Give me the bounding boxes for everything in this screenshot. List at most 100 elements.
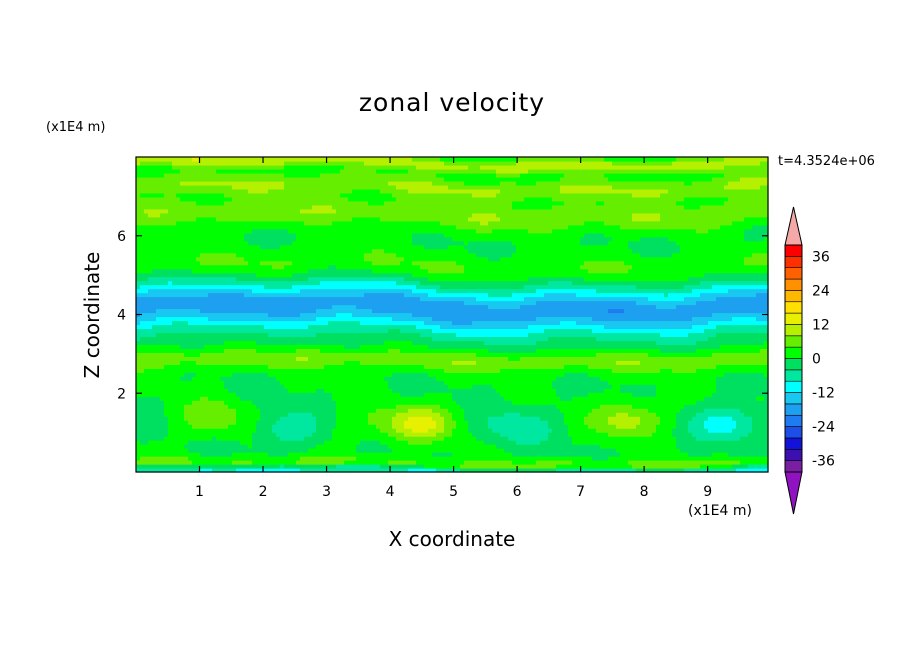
field-cell [168, 244, 173, 250]
field-cell [344, 236, 349, 242]
field-cell [312, 328, 317, 334]
field-cell [280, 464, 285, 469]
field-cell [244, 312, 249, 318]
field-cell [352, 432, 357, 437]
field-cell [288, 252, 293, 258]
field-cell [256, 364, 261, 369]
field-cell [164, 328, 169, 334]
field-cell [292, 240, 297, 246]
field-cell [316, 296, 321, 302]
field-cell [300, 180, 305, 186]
field-cell [180, 284, 185, 290]
field-cell [224, 352, 229, 357]
field-cell [268, 464, 273, 469]
field-cell [188, 420, 193, 425]
field-cell [220, 240, 225, 246]
field-cell [144, 180, 149, 186]
field-cell [328, 188, 333, 194]
field-cell [312, 168, 317, 174]
field-cell [260, 328, 265, 334]
field-cell [296, 464, 301, 469]
field-cell [356, 220, 361, 226]
field-cell [332, 232, 337, 238]
field-cell [184, 364, 189, 369]
field-cell [260, 192, 265, 198]
field-cell [164, 188, 169, 194]
field-cell [320, 340, 325, 346]
field-cell [176, 372, 181, 377]
field-cell [148, 308, 153, 314]
field-cell [272, 244, 277, 250]
field-cell [332, 372, 337, 377]
field-cell [236, 464, 241, 469]
field-cell [344, 296, 349, 302]
field-cell [200, 196, 205, 202]
field-cell [144, 340, 149, 346]
field-cell [200, 436, 205, 441]
field-cell [156, 460, 161, 465]
field-cell [148, 168, 153, 174]
field-cell [212, 372, 217, 377]
field-cell [328, 400, 333, 405]
field-cell [220, 392, 225, 397]
field-cell [168, 368, 173, 373]
field-cell [304, 400, 309, 405]
field-cell [252, 157, 257, 162]
field-cell [288, 448, 293, 453]
field-cell [328, 352, 333, 357]
field-cell [300, 416, 305, 421]
field-cell [204, 260, 209, 266]
field-cell [280, 196, 285, 202]
field-cell [356, 440, 361, 445]
field-cell [184, 292, 189, 298]
field-cell [244, 268, 249, 274]
field-cell [340, 364, 345, 369]
field-cell [252, 424, 257, 429]
field-cell [372, 404, 377, 409]
field-cell [152, 396, 157, 401]
field-cell [160, 368, 165, 373]
field-cell [136, 276, 141, 282]
field-cell [212, 204, 217, 210]
field-cell [196, 396, 201, 401]
field-cell [248, 276, 253, 282]
field-cell [196, 292, 201, 298]
field-cell [168, 432, 173, 437]
field-cell [156, 204, 161, 210]
field-cell [340, 464, 345, 469]
field-cell [216, 408, 221, 413]
field-cell [360, 244, 365, 250]
field-cell [244, 157, 249, 162]
field-cell [332, 324, 337, 330]
field-cell [164, 268, 169, 274]
field-cell [300, 388, 305, 393]
field-cell [148, 412, 153, 417]
field-cell [380, 157, 385, 162]
field-cell [288, 296, 293, 302]
field-cell [320, 400, 325, 405]
field-cell [288, 404, 293, 409]
field-cell [260, 220, 265, 226]
field-cell [364, 388, 369, 393]
field-cell [208, 336, 213, 342]
field-cell [380, 440, 385, 445]
field-cell [316, 180, 321, 186]
field-cell [164, 428, 169, 433]
field-cell [340, 212, 345, 218]
field-cell [328, 448, 333, 453]
field-cell [304, 352, 309, 357]
field-cell [240, 392, 245, 397]
field-cell [296, 256, 301, 262]
field-cell [380, 176, 385, 182]
field-cell [320, 168, 325, 174]
field-cell [152, 416, 157, 421]
field-cell [212, 344, 217, 349]
field-cell [188, 208, 193, 214]
field-cell [136, 356, 141, 361]
field-cell [244, 416, 249, 421]
field-cell [360, 240, 365, 246]
field-cell [228, 396, 233, 401]
field-cell [228, 168, 233, 174]
field-cell [160, 308, 165, 314]
field-cell [376, 424, 381, 429]
